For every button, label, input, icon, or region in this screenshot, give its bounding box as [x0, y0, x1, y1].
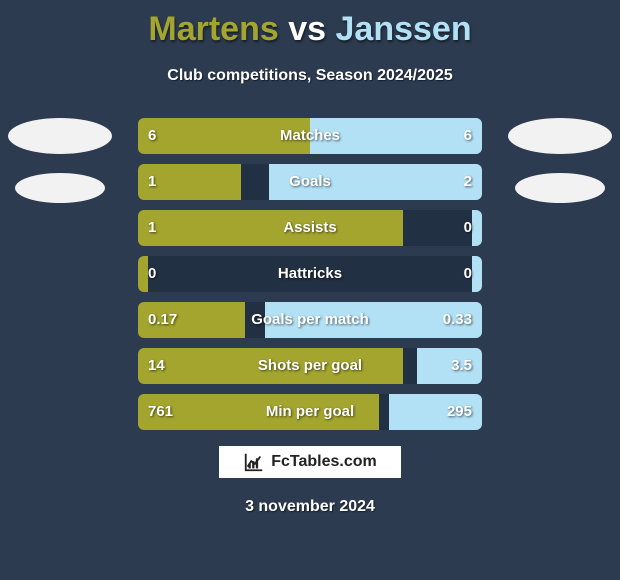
vs-label: vs [288, 10, 326, 48]
stat-row: 6Matches6 [138, 118, 482, 154]
player2-name: Janssen [336, 10, 472, 48]
stat-value-right: 0 [464, 210, 472, 246]
stat-row: 0.17Goals per match0.33 [138, 302, 482, 338]
stat-value-right: 6 [464, 118, 472, 154]
stat-row: 1Goals2 [138, 164, 482, 200]
attribution: FcTables.com [217, 444, 403, 480]
subtitle: Club competitions, Season 2024/2025 [0, 67, 620, 85]
stat-value-right: 2 [464, 164, 472, 200]
player1-name: Martens [148, 10, 278, 48]
stat-row: 14Shots per goal3.5 [138, 348, 482, 384]
stat-label: Hattricks [138, 256, 482, 292]
stat-row: 1Assists0 [138, 210, 482, 246]
stat-value-right: 0.33 [443, 302, 472, 338]
stat-row: 761Min per goal295 [138, 394, 482, 430]
stat-label: Assists [138, 210, 482, 246]
player1-badge [8, 118, 112, 154]
footer-date: 3 november 2024 [0, 498, 620, 516]
player1-badge-secondary [15, 173, 105, 203]
stat-value-right: 3.5 [451, 348, 472, 384]
attribution-text: FcTables.com [271, 453, 377, 471]
comparison-title: Martens vs Janssen [0, 0, 620, 49]
stat-label: Matches [138, 118, 482, 154]
stat-label: Shots per goal [138, 348, 482, 384]
stat-value-right: 295 [447, 394, 472, 430]
stat-label: Min per goal [138, 394, 482, 430]
player2-badge-secondary [515, 173, 605, 203]
stat-label: Goals [138, 164, 482, 200]
chart-icon [243, 451, 265, 473]
stat-row: 0Hattricks0 [138, 256, 482, 292]
stat-value-right: 0 [464, 256, 472, 292]
player2-badge [508, 118, 612, 154]
stat-label: Goals per match [138, 302, 482, 338]
stat-rows: 6Matches61Goals21Assists00Hattricks00.17… [138, 118, 482, 440]
